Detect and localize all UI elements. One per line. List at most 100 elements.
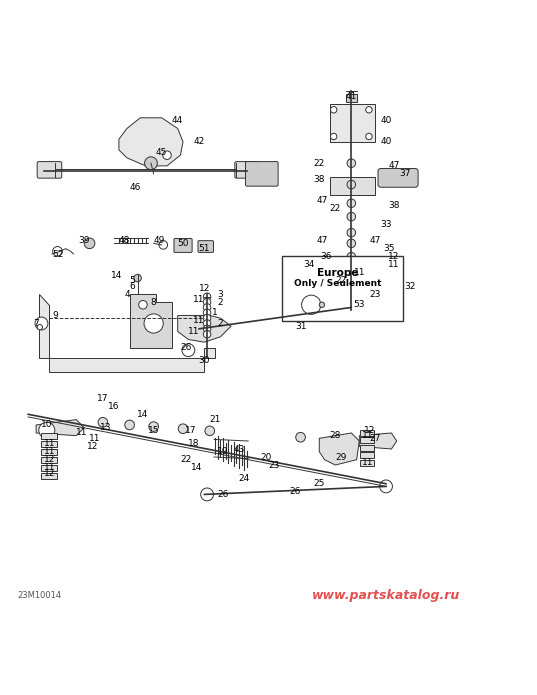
Text: 2: 2 [217,319,223,328]
Bar [41,449,57,455]
Polygon shape [36,420,84,436]
Bar [360,452,374,458]
Polygon shape [119,117,183,166]
Text: 2: 2 [217,297,223,306]
Circle shape [125,420,134,430]
Text: 40: 40 [380,138,391,147]
Text: 5: 5 [129,276,135,285]
Circle shape [380,480,393,493]
Text: 32: 32 [404,281,416,291]
Text: 10: 10 [41,420,53,430]
FancyBboxPatch shape [330,104,375,142]
Circle shape [204,320,211,327]
Circle shape [347,279,355,288]
Polygon shape [39,294,215,372]
Text: Europe: Europe [317,268,359,278]
Circle shape [204,304,211,311]
Text: 4: 4 [124,290,130,299]
Text: 11: 11 [388,260,400,269]
Circle shape [347,252,355,261]
Circle shape [134,275,141,281]
Text: 50: 50 [177,239,189,248]
Text: 24: 24 [239,474,250,483]
Text: 28: 28 [330,431,341,440]
Circle shape [320,302,324,307]
Circle shape [144,157,157,170]
Text: 11: 11 [188,327,199,336]
Text: 21: 21 [209,415,221,424]
Text: 12: 12 [364,426,376,435]
Circle shape [204,293,211,300]
Text: 52: 52 [52,250,63,259]
Text: 22: 22 [335,276,346,285]
FancyBboxPatch shape [198,240,214,252]
Circle shape [366,106,372,113]
Text: 30: 30 [199,357,210,366]
Text: 42: 42 [193,138,205,147]
Circle shape [163,151,171,159]
Text: 11: 11 [353,268,365,277]
Text: 13: 13 [100,423,111,432]
Circle shape [193,322,206,335]
Text: 43: 43 [234,445,245,454]
FancyBboxPatch shape [245,162,278,186]
Circle shape [35,317,48,330]
FancyBboxPatch shape [37,162,62,178]
Circle shape [159,240,168,250]
Text: 27: 27 [369,434,381,443]
Circle shape [204,330,211,338]
Text: 23: 23 [268,461,280,470]
Text: 41: 41 [346,92,357,101]
Text: 26: 26 [289,487,301,496]
Text: 38: 38 [388,202,400,211]
Bar [360,437,374,443]
Circle shape [347,239,355,247]
Text: 19: 19 [217,447,229,456]
Circle shape [345,301,358,314]
Text: 17: 17 [97,394,108,402]
Text: 11: 11 [43,463,55,472]
Bar [41,457,57,464]
Circle shape [333,436,343,445]
Text: 29: 29 [335,452,346,461]
Text: 47: 47 [316,196,328,205]
Text: 23: 23 [369,290,381,299]
Circle shape [296,432,306,442]
Text: 34: 34 [303,260,314,269]
Text: www.partskatalog.ru: www.partskatalog.ru [312,589,460,603]
Circle shape [178,424,188,434]
Text: 6: 6 [129,281,135,291]
Text: 11: 11 [193,316,205,325]
Circle shape [330,106,337,113]
Text: 14: 14 [111,271,122,280]
Bar [41,433,57,439]
Circle shape [37,325,42,330]
Bar [360,445,374,450]
Text: 20: 20 [260,452,272,461]
Text: 11: 11 [89,434,100,443]
Text: 53: 53 [353,300,365,309]
Text: 3: 3 [217,290,223,299]
Polygon shape [320,433,359,465]
Text: 44: 44 [172,116,183,125]
Circle shape [347,229,355,237]
Text: 1: 1 [212,309,218,318]
Polygon shape [178,316,231,342]
Text: 11: 11 [361,458,373,467]
Text: 39: 39 [78,236,90,245]
Circle shape [366,133,372,140]
FancyBboxPatch shape [235,162,259,178]
Text: 11: 11 [43,439,55,448]
Text: 8: 8 [151,297,156,306]
Text: 9: 9 [52,311,57,320]
FancyBboxPatch shape [327,256,375,278]
Text: 37: 37 [399,170,410,179]
Text: 23M10014: 23M10014 [17,591,62,600]
Bar [41,465,57,471]
Bar [41,473,57,480]
Text: Only / Seulement: Only / Seulement [294,279,382,288]
Circle shape [144,314,163,333]
Text: 14: 14 [137,410,149,419]
Circle shape [302,295,321,314]
Circle shape [347,159,355,167]
